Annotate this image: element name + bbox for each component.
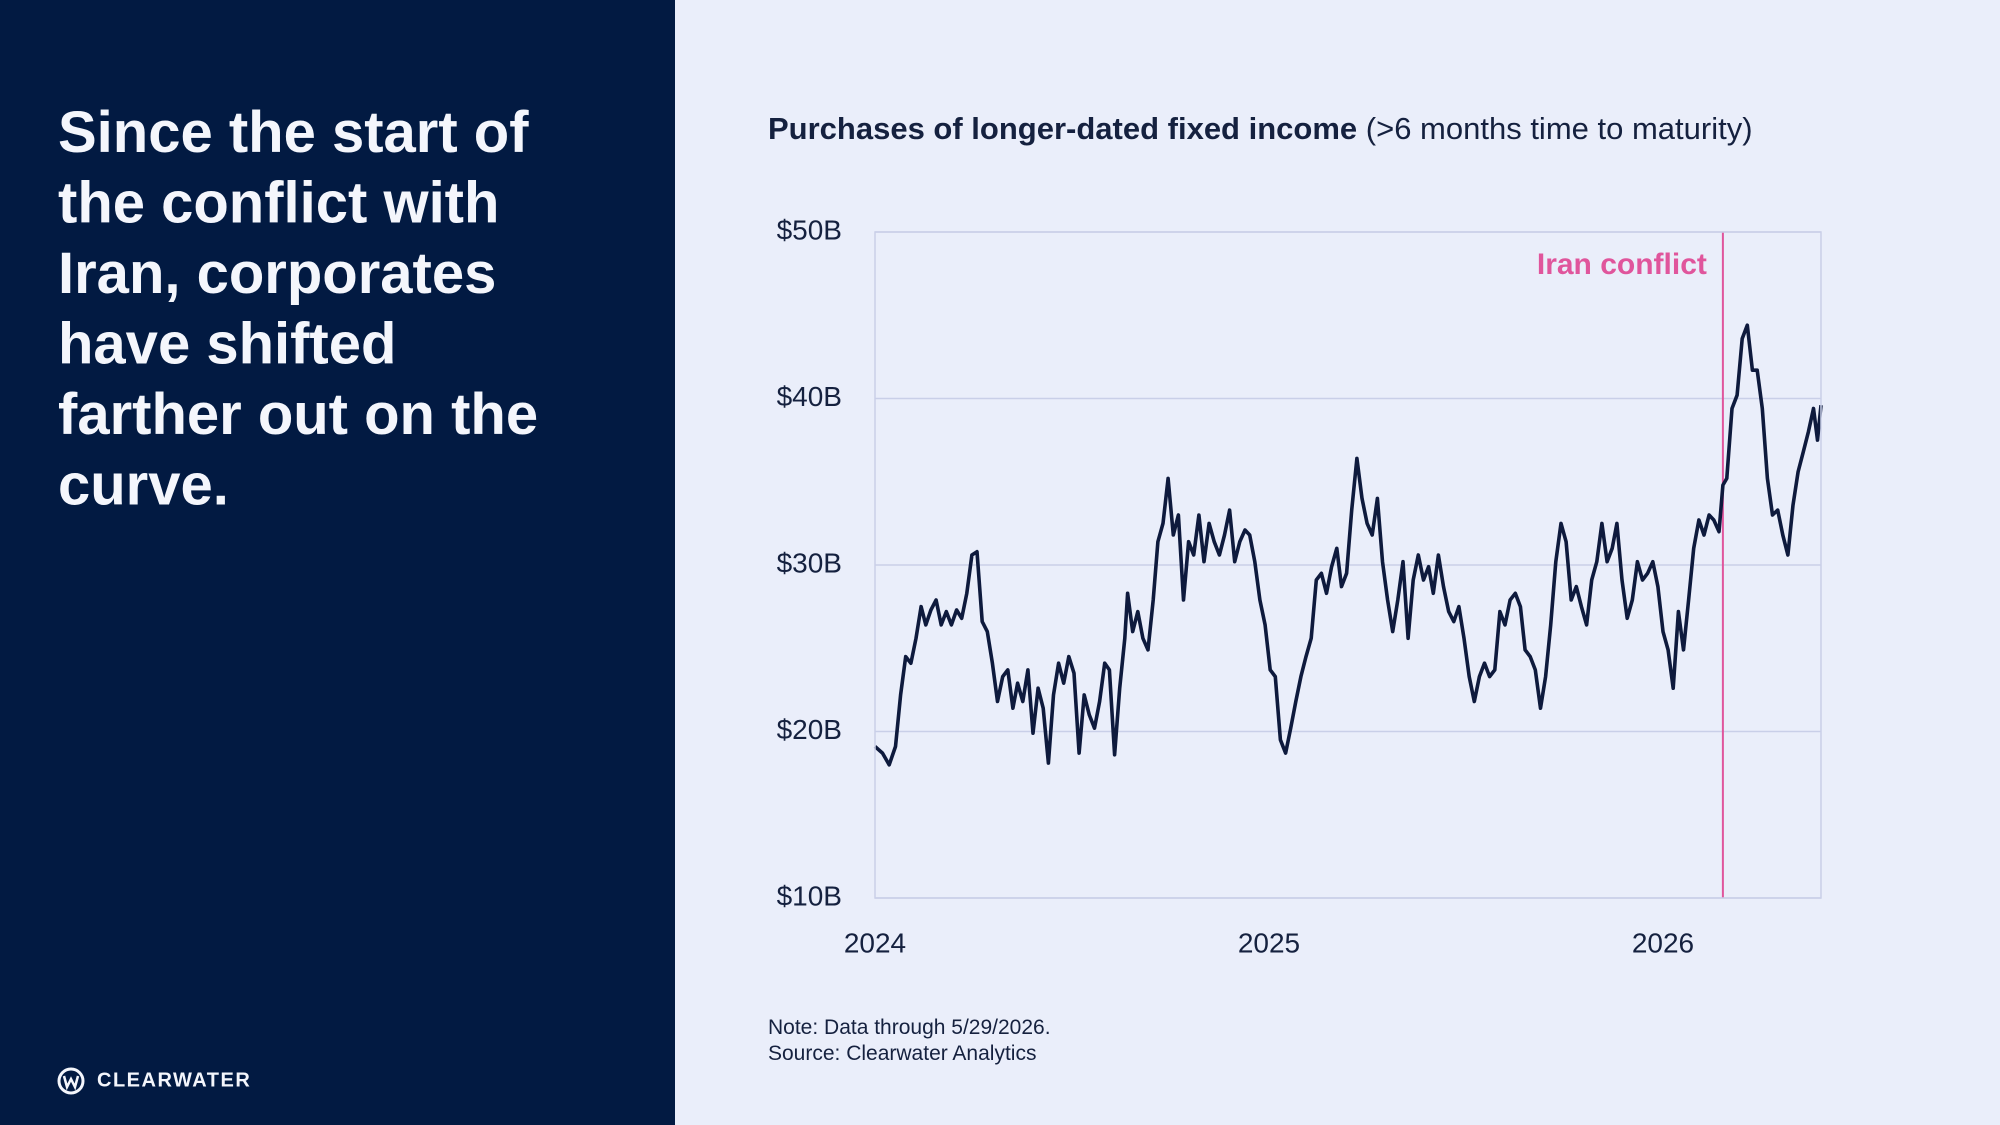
chart-title: Purchases of longer-dated fixed income (…	[768, 111, 1753, 146]
headline-line: have shifted	[58, 312, 396, 377]
headline-line: Since the start of	[58, 100, 529, 165]
headline-line: the conflict with	[58, 171, 499, 236]
logo: CLEARWATER	[57, 1067, 251, 1095]
x-tick-label: 2024	[844, 927, 906, 958]
plot-frame	[874, 231, 1822, 899]
y-tick-label: $40B	[777, 381, 842, 412]
logo-text: CLEARWATER	[97, 1069, 251, 1091]
headline-line: Iran, corporates	[58, 241, 496, 306]
plot: $10B $20B $30B $40B $50B 2024 2025 2026 Iran con…	[777, 214, 1823, 958]
logo-mark	[62, 1075, 80, 1091]
y-tick-label: $50B	[777, 214, 842, 245]
x-tick-label: 2026	[1632, 927, 1694, 958]
headline-line: curve.	[58, 453, 229, 518]
logo-icon	[57, 1067, 85, 1095]
title: Purchases of longer-dated fixed income	[768, 111, 1357, 146]
x-tick-label: 2025	[1238, 927, 1300, 958]
event-label: Iran conflict	[1537, 248, 1707, 281]
y-tick-label: $30B	[777, 547, 842, 578]
subtitle: (>6 months time to maturity)	[1366, 111, 1753, 146]
y-tick-label: $20B	[777, 714, 842, 745]
left-panel	[0, 0, 675, 1125]
headline-line: farther out on the	[58, 382, 538, 447]
y-tick-label: $10B	[777, 880, 842, 911]
data-line	[873, 323, 1823, 767]
note: Note: Data through 5/29/2026.	[768, 1016, 1051, 1039]
source: Source: Clearwater Analytics	[768, 1042, 1036, 1065]
